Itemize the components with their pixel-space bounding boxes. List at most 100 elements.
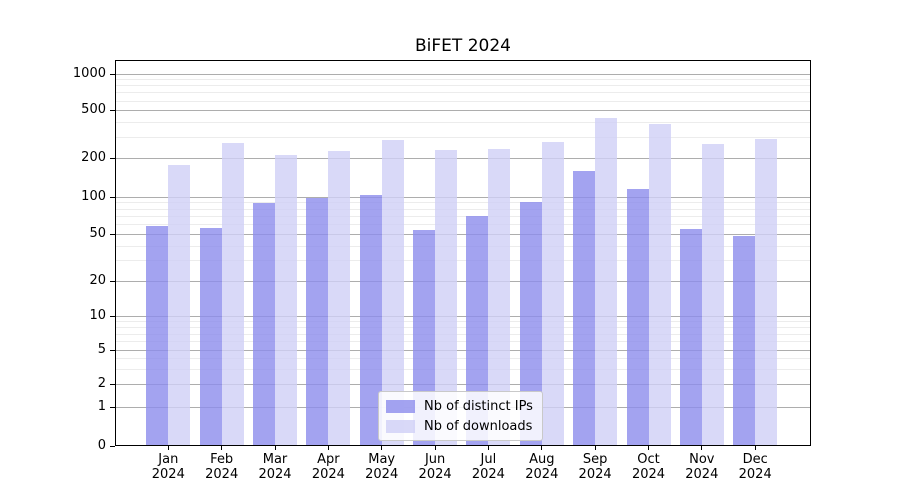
x-axis-tick-label: Apr 2024 bbox=[298, 452, 358, 482]
gridline-minor bbox=[116, 208, 810, 210]
legend-swatch bbox=[386, 419, 415, 433]
y-axis-tick-mark bbox=[110, 234, 115, 235]
y-axis-tick-label: 50 bbox=[89, 226, 106, 241]
x-axis-tick-label: Dec 2024 bbox=[725, 452, 785, 482]
gridline-minor bbox=[116, 100, 810, 102]
gridline-minor bbox=[116, 321, 810, 323]
x-axis-tick-label: Jul 2024 bbox=[458, 452, 518, 482]
chart-title: BiFET 2024 bbox=[415, 36, 511, 56]
x-tick-month: Nov bbox=[689, 452, 715, 467]
gridline-major bbox=[116, 73, 810, 75]
x-axis-tick-label: Sep 2024 bbox=[565, 452, 625, 482]
y-axis-tick-mark bbox=[110, 350, 115, 351]
y-axis-tick-label: 1000 bbox=[72, 65, 106, 81]
gridline-major bbox=[116, 281, 810, 283]
y-axis-tick-label: 100 bbox=[81, 188, 106, 204]
x-tick-year: 2024 bbox=[631, 467, 666, 482]
y-axis-tick-label: 20 bbox=[89, 273, 106, 289]
bar-downloads-jun bbox=[435, 150, 458, 445]
gridline-minor bbox=[116, 92, 810, 94]
gridline-major bbox=[116, 196, 810, 198]
x-axis-tick-label: Mar 2024 bbox=[245, 452, 305, 482]
x-axis-tick-mark bbox=[754, 446, 756, 450]
legend: Nb of distinct IPs Nb of downloads bbox=[378, 391, 543, 441]
x-axis-tick-mark bbox=[434, 446, 436, 450]
x-tick-year: 2024 bbox=[258, 467, 292, 482]
bar-distinct-ips-dec bbox=[733, 236, 756, 445]
x-axis-tick-label: Oct 2024 bbox=[619, 452, 679, 482]
x-tick-year: 2024 bbox=[471, 467, 505, 482]
y-axis-tick-label: 5 bbox=[97, 342, 106, 357]
gridline-minor bbox=[116, 79, 810, 81]
x-tick-year: 2024 bbox=[578, 467, 612, 482]
x-tick-month: Sep bbox=[582, 452, 608, 467]
gridline-major bbox=[116, 316, 810, 318]
gridline-major bbox=[116, 110, 810, 112]
gridline-minor bbox=[116, 341, 810, 343]
gridline-minor bbox=[116, 333, 810, 335]
gridline-minor bbox=[116, 137, 810, 139]
x-axis-tick-mark bbox=[541, 446, 543, 450]
x-tick-month: Feb bbox=[210, 452, 234, 467]
x-axis-tick-mark bbox=[487, 446, 489, 450]
legend-label: Nb of downloads bbox=[424, 418, 533, 434]
x-tick-year: 2024 bbox=[738, 467, 772, 482]
y-axis-tick-label: 10 bbox=[89, 308, 106, 324]
bar-distinct-ips-jul bbox=[466, 215, 489, 445]
x-axis-tick-label: Nov 2024 bbox=[672, 452, 732, 482]
y-axis-tick-mark bbox=[110, 406, 115, 408]
bar-downloads-apr bbox=[328, 151, 351, 445]
x-tick-year: 2024 bbox=[418, 467, 452, 482]
bar-downloads-may bbox=[381, 140, 404, 445]
legend-swatch bbox=[386, 399, 415, 413]
x-tick-year: 2024 bbox=[151, 467, 185, 482]
bar-downloads-dec bbox=[755, 139, 778, 445]
bar-downloads-mar bbox=[275, 155, 297, 445]
gridline-minor bbox=[116, 224, 810, 226]
bar-downloads-aug bbox=[541, 142, 564, 445]
y-axis-tick-mark bbox=[110, 196, 115, 198]
x-tick-year: 2024 bbox=[685, 467, 719, 482]
gridline-minor bbox=[116, 260, 810, 262]
bar-distinct-ips-sep bbox=[573, 170, 596, 445]
x-axis-tick-mark bbox=[221, 446, 223, 450]
x-tick-month: Mar bbox=[262, 452, 288, 467]
x-axis-tick-mark bbox=[701, 446, 703, 450]
gridline-major bbox=[116, 234, 810, 235]
gridline-minor bbox=[116, 327, 810, 329]
x-tick-month: Jan bbox=[158, 452, 179, 467]
bar-distinct-ips-may bbox=[359, 194, 382, 445]
gridline-major bbox=[116, 384, 810, 386]
legend-label: Nb of distinct IPs bbox=[424, 398, 533, 414]
bar-distinct-ips-feb bbox=[199, 227, 222, 445]
x-axis-tick-label: Jun 2024 bbox=[405, 452, 465, 482]
bar-distinct-ips-nov bbox=[679, 228, 702, 445]
y-axis-tick-label: 2 bbox=[97, 376, 106, 392]
bar-downloads-sep bbox=[595, 117, 618, 445]
bar-distinct-ips-jan bbox=[146, 226, 169, 445]
x-tick-month: Jul bbox=[480, 452, 497, 467]
y-axis-tick-label: 200 bbox=[81, 150, 106, 166]
bar-downloads-jul bbox=[488, 149, 511, 445]
y-axis-tick-mark bbox=[110, 316, 115, 318]
bar-downloads-oct bbox=[648, 123, 671, 445]
y-axis-tick-mark bbox=[110, 446, 115, 447]
x-axis-tick-label: May 2024 bbox=[352, 452, 412, 482]
x-tick-year: 2024 bbox=[205, 467, 239, 482]
x-tick-month: Jun bbox=[424, 452, 446, 467]
bar-downloads-jan bbox=[168, 165, 191, 445]
bar-distinct-ips-aug bbox=[519, 201, 542, 445]
gridline-minor bbox=[116, 202, 810, 204]
gridline-minor bbox=[116, 369, 810, 371]
y-axis-tick-mark bbox=[110, 110, 115, 112]
gridline-minor bbox=[116, 245, 810, 247]
bar-distinct-ips-apr bbox=[306, 197, 329, 445]
x-tick-year: 2024 bbox=[311, 467, 345, 482]
bar-downloads-feb bbox=[221, 143, 244, 445]
gridline-minor bbox=[116, 358, 810, 360]
y-axis-tick-mark bbox=[110, 73, 115, 75]
x-axis-tick-label: Feb 2024 bbox=[192, 452, 252, 482]
x-axis-tick-mark bbox=[594, 446, 596, 450]
y-axis-tick-mark bbox=[110, 158, 115, 160]
